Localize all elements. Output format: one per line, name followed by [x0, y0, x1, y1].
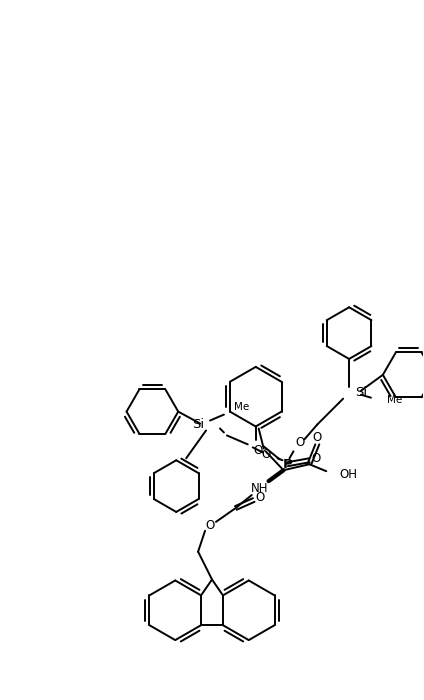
Text: NH: NH	[251, 482, 268, 495]
Text: O: O	[296, 436, 305, 449]
Text: O: O	[205, 519, 215, 532]
Text: Me: Me	[234, 402, 249, 412]
Text: O: O	[255, 491, 264, 503]
Text: Si: Si	[192, 418, 204, 431]
Text: Si: Si	[355, 386, 367, 399]
Text: O: O	[312, 431, 322, 444]
Text: Me: Me	[387, 395, 402, 405]
Text: P: P	[283, 458, 293, 470]
Text: O: O	[253, 444, 262, 457]
Text: O: O	[261, 448, 270, 461]
Text: O: O	[312, 452, 321, 465]
Text: OH: OH	[339, 468, 357, 481]
